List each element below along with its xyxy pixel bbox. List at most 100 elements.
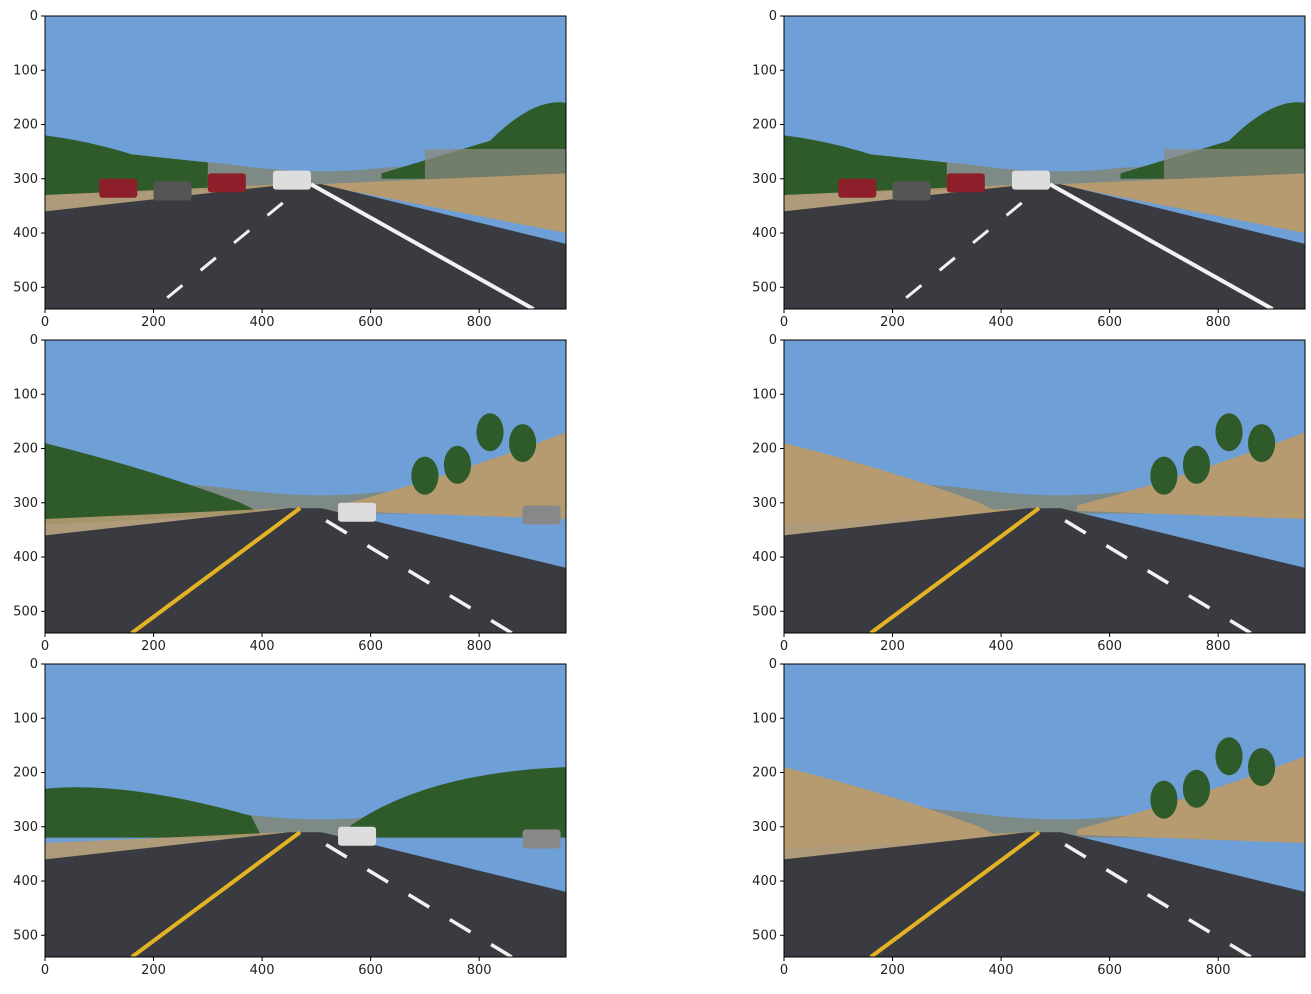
x-tick-label: 800	[1206, 639, 1231, 654]
axes-frame	[783, 15, 1306, 310]
white-dash	[1187, 594, 1211, 610]
white-dash	[905, 284, 923, 299]
tree	[1215, 413, 1243, 452]
x-tick-label: 0	[41, 315, 49, 330]
y-tick-label: 400	[752, 550, 777, 565]
y-tick-label: 300	[752, 820, 777, 835]
road-image	[45, 340, 566, 633]
white-dash	[1146, 893, 1170, 909]
axes-frame	[44, 15, 567, 310]
x-tick-label: 400	[989, 963, 1014, 978]
tree	[1248, 748, 1276, 787]
y-tick-label: 500	[752, 280, 777, 295]
tree	[1182, 769, 1211, 808]
y-tick-label: 300	[13, 496, 38, 511]
hill-left	[784, 443, 1002, 525]
car	[946, 173, 985, 193]
x-tick-label: 0	[41, 963, 49, 978]
panel-p3: 0 200 400 600 800 0 100 200 300 400 500	[13, 333, 567, 654]
y-tick-label: 500	[13, 280, 38, 295]
y-tick-label: 0	[769, 657, 777, 672]
white-dash	[407, 893, 431, 909]
y-tick-label: 0	[769, 9, 777, 24]
y-tick-label: 0	[30, 657, 38, 672]
y-tick-label: 300	[752, 172, 777, 187]
car	[892, 181, 931, 201]
white-dash	[490, 619, 513, 633]
car	[207, 173, 246, 193]
white-dash	[1005, 201, 1023, 217]
white-dash	[1229, 943, 1252, 957]
x-tick-label: 200	[880, 639, 905, 654]
white-dash	[972, 229, 990, 245]
x-tick-label: 600	[1097, 963, 1122, 978]
white-dash	[199, 256, 217, 272]
white-dash	[266, 201, 284, 217]
white-dash	[938, 256, 956, 272]
white-dash	[407, 569, 431, 585]
tree	[443, 445, 472, 484]
y-tick-label: 200	[13, 442, 38, 457]
y-tick-label: 100	[13, 387, 38, 402]
y-tick-label: 100	[752, 711, 777, 726]
y-tick-label: 400	[13, 874, 38, 889]
white-lane-line	[1048, 182, 1274, 309]
white-dash	[1105, 544, 1128, 560]
y-tick-label: 300	[752, 496, 777, 511]
x-tick-label: 0	[41, 639, 49, 654]
tree	[509, 424, 537, 463]
yellow-lane-line	[869, 830, 1041, 957]
y-tick-label: 500	[752, 604, 777, 619]
y-tick-label: 400	[752, 874, 777, 889]
y-tick-label: 200	[752, 766, 777, 781]
car	[838, 178, 877, 198]
y-tick-label: 200	[13, 766, 38, 781]
tree	[1150, 456, 1178, 495]
x-tick-label: 400	[250, 315, 275, 330]
yellow-lane-line	[130, 506, 302, 633]
car	[99, 178, 138, 198]
white-dash	[233, 229, 251, 245]
x-tick-label: 800	[1206, 315, 1231, 330]
trees-left	[45, 787, 263, 838]
x-tick-label: 200	[880, 315, 905, 330]
x-tick-label: 400	[989, 639, 1014, 654]
embankment	[316, 173, 566, 234]
white-dash	[325, 843, 348, 859]
x-tick-label: 800	[1206, 963, 1231, 978]
x-tick-label: 800	[467, 315, 492, 330]
y-tick-label: 300	[13, 172, 38, 187]
x-tick-label: 200	[141, 963, 166, 978]
y-tick-label: 100	[13, 711, 38, 726]
white-lane-line	[309, 182, 535, 309]
x-tick-label: 400	[250, 639, 275, 654]
white-dash	[166, 284, 184, 299]
x-tick-label: 800	[467, 963, 492, 978]
x-tick-label: 200	[141, 639, 166, 654]
x-tick-label: 600	[1097, 639, 1122, 654]
tree	[476, 413, 504, 452]
panel-p2: 0 200 400 600 800 0 100 200 300 400 500	[752, 9, 1306, 330]
panel-p4: 0 200 400 600 800 0 100 200 300 400 500	[752, 333, 1306, 654]
road	[45, 184, 566, 309]
hill-left	[784, 767, 1002, 849]
x-tick-label: 600	[358, 315, 383, 330]
white-dash	[325, 519, 348, 535]
white-dash	[1146, 569, 1170, 585]
y-tick-label: 200	[13, 118, 38, 133]
x-tick-label: 600	[358, 639, 383, 654]
y-tick-label: 500	[13, 928, 38, 943]
y-tick-label: 0	[30, 9, 38, 24]
y-tick-label: 400	[13, 226, 38, 241]
x-tick-label: 200	[141, 315, 166, 330]
x-tick-label: 600	[358, 963, 383, 978]
white-dash	[1064, 519, 1087, 535]
white-dash	[1187, 918, 1211, 934]
axes-frame	[783, 663, 1306, 958]
white-dash	[448, 918, 472, 934]
road-image	[784, 664, 1305, 957]
white-dash	[366, 868, 389, 884]
x-tick-label: 600	[1097, 315, 1122, 330]
y-tick-label: 200	[752, 118, 777, 133]
tree	[1215, 737, 1243, 776]
